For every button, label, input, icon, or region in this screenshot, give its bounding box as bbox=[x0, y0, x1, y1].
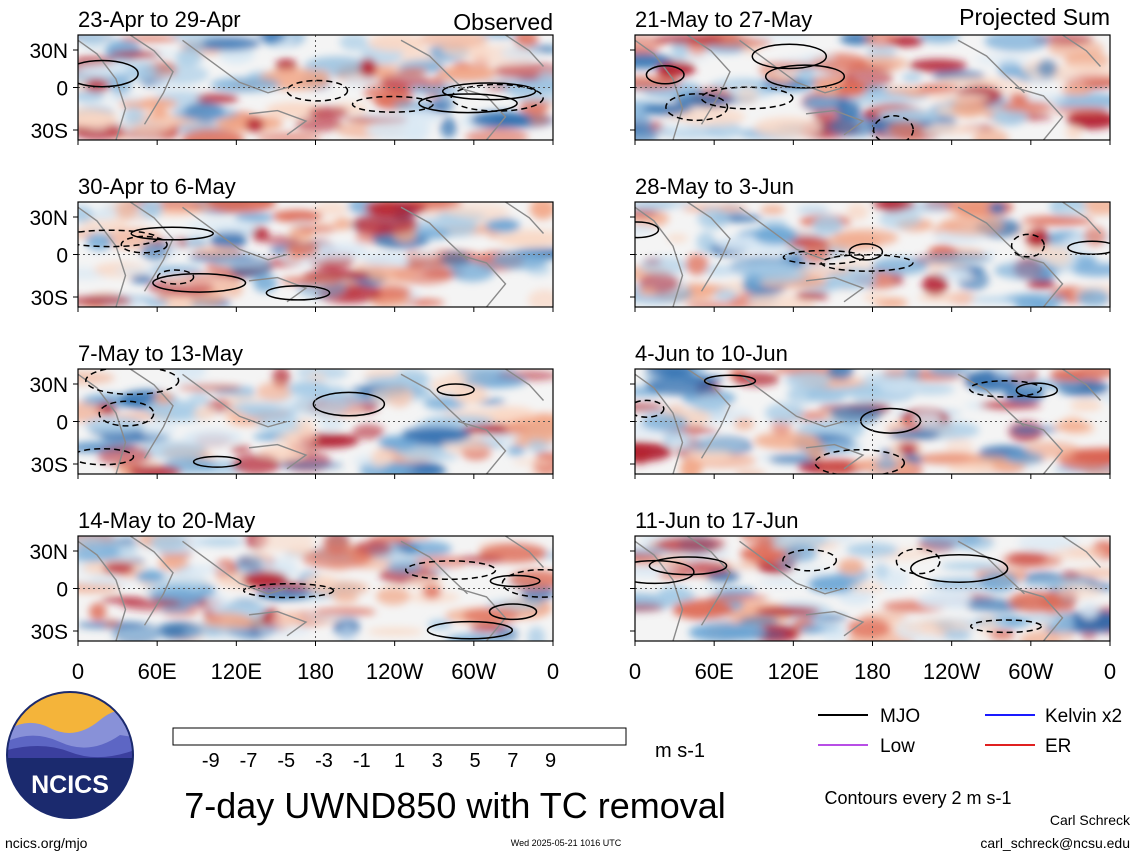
map-panel: 21-May to 27-May bbox=[630, 7, 1111, 145]
mjo-contours bbox=[635, 374, 1059, 474]
lon-tick-label: 0 bbox=[547, 659, 559, 684]
lon-tick-label: 60W bbox=[1008, 659, 1053, 684]
colorbar-label: 5 bbox=[469, 750, 480, 772]
coastlines bbox=[635, 202, 1102, 307]
coastlines bbox=[78, 35, 545, 140]
map-panel: 30-Apr to 6-May 30N 0 30S bbox=[29, 174, 554, 312]
lon-tick-label: 0 bbox=[72, 659, 84, 684]
units-label: m s-1 bbox=[655, 740, 705, 762]
wind-anomaly-field bbox=[635, 35, 1110, 140]
mjo-contours bbox=[635, 221, 1110, 272]
panel-period-label: 4-Jun to 10-Jun bbox=[635, 341, 788, 366]
lon-tick-label: 180 bbox=[297, 659, 334, 684]
colorbar: -9 -7 -5 -3 -1 1 3 5 7 9 bbox=[172, 727, 627, 772]
colorbar-label: 1 bbox=[394, 750, 405, 772]
lat-tick-label: 30S bbox=[31, 454, 68, 477]
mjo-contours bbox=[242, 560, 553, 640]
logo-text: NCICS bbox=[31, 771, 109, 799]
wind-anomaly-field bbox=[635, 202, 1110, 307]
colorbar-label: 7 bbox=[507, 750, 518, 772]
ncics-logo: NCICS bbox=[6, 691, 134, 819]
coastlines bbox=[78, 536, 545, 641]
map-panel: 28-May to 3-Jun bbox=[630, 174, 1111, 312]
lat-tick-label: 0 bbox=[56, 245, 68, 268]
lon-tick-label: 180 bbox=[854, 659, 891, 684]
colorbar-label: 3 bbox=[432, 750, 443, 772]
lat-tick-label: 0 bbox=[56, 412, 68, 435]
panel-period-label: 14-May to 20-May bbox=[78, 508, 255, 533]
panel-period-label: 23-Apr to 29-Apr bbox=[78, 7, 241, 32]
footer-timestamp: Wed 2025-05-21 1016 UTC bbox=[511, 838, 622, 848]
lat-tick-label: 30N bbox=[29, 541, 68, 564]
coastlines bbox=[635, 35, 1102, 140]
colorbar-label: -1 bbox=[353, 750, 371, 772]
mjo-contours bbox=[78, 226, 331, 301]
legend-label: Kelvin x2 bbox=[1045, 706, 1122, 727]
contour-note: Contours every 2 m s-1 bbox=[824, 788, 1011, 808]
map-panel: 23-Apr to 29-Apr 30N 0 30S bbox=[29, 7, 554, 145]
wind-anomaly-field bbox=[78, 35, 553, 140]
footer-email[interactable]: carl_schreck@ncsu.edu bbox=[980, 835, 1130, 851]
mjo-contours bbox=[78, 369, 475, 468]
projected-column-label: Projected Sum bbox=[959, 4, 1110, 30]
legend: MJO Kelvin x2 Low ER bbox=[818, 706, 1122, 757]
colorbar-label: -9 bbox=[202, 750, 220, 772]
wind-anomaly-field bbox=[635, 536, 1110, 641]
panel-period-label: 11-Jun to 17-Jun bbox=[635, 508, 798, 533]
lon-tick-label: 120W bbox=[366, 659, 424, 684]
lon-tick-label: 0 bbox=[1104, 659, 1116, 684]
mjo-contours bbox=[645, 43, 914, 140]
lat-tick-label: 30S bbox=[31, 287, 68, 310]
observed-column-label: Observed bbox=[453, 9, 553, 35]
coastlines bbox=[635, 369, 1102, 474]
wind-anomaly-field bbox=[635, 369, 1110, 474]
footer-url[interactable]: ncics.org/mjo bbox=[5, 835, 88, 851]
panel-period-label: 7-May to 13-May bbox=[78, 341, 243, 366]
footer-author: Carl Schreck bbox=[1050, 812, 1131, 828]
lat-tick-label: 0 bbox=[56, 579, 68, 602]
lat-tick-label: 30N bbox=[29, 374, 68, 397]
lon-tick-label: 60W bbox=[451, 659, 496, 684]
panel-period-label: 30-Apr to 6-May bbox=[78, 174, 236, 199]
lat-tick-label: 0 bbox=[56, 78, 68, 101]
lon-tick-label: 60E bbox=[695, 659, 734, 684]
lon-tick-label: 60E bbox=[138, 659, 177, 684]
colorbar-label: 9 bbox=[545, 750, 556, 772]
mjo-contours bbox=[78, 59, 544, 114]
map-panel: 7-May to 13-May 30N 0 30S bbox=[29, 341, 554, 479]
colorbar-label: -5 bbox=[277, 750, 295, 772]
panel-period-label: 21-May to 27-May bbox=[635, 7, 812, 32]
chart-title: 7-day UWND850 with TC removal bbox=[184, 785, 726, 826]
legend-label: ER bbox=[1045, 736, 1071, 757]
lon-tick-label: 0 bbox=[629, 659, 641, 684]
coastlines bbox=[78, 369, 545, 474]
lon-tick-label: 120W bbox=[923, 659, 981, 684]
legend-label: MJO bbox=[880, 706, 920, 727]
colorbar-label: -7 bbox=[240, 750, 258, 772]
lat-tick-label: 30N bbox=[29, 207, 68, 230]
legend-label: Low bbox=[880, 736, 915, 757]
lat-tick-label: 30S bbox=[31, 120, 68, 143]
colorbar-frame bbox=[172, 727, 627, 746]
wind-anomaly-field bbox=[78, 202, 553, 307]
lon-tick-label: 120E bbox=[768, 659, 819, 684]
colorbar-label: -3 bbox=[315, 750, 333, 772]
panel-period-label: 28-May to 3-Jun bbox=[635, 174, 794, 199]
map-panel: 11-Jun to 17-Jun 0 60E 120E 180 120W 60W 0 bbox=[629, 508, 1116, 684]
wind-anomaly-field bbox=[78, 536, 553, 641]
lat-tick-label: 30N bbox=[29, 40, 68, 63]
mjo-contours bbox=[635, 548, 1043, 634]
wind-anomaly-field bbox=[78, 369, 553, 474]
lat-tick-label: 30S bbox=[31, 621, 68, 644]
coastlines bbox=[635, 536, 1102, 641]
lon-tick-label: 120E bbox=[211, 659, 262, 684]
map-panel: 4-Jun to 10-Jun bbox=[630, 341, 1111, 479]
